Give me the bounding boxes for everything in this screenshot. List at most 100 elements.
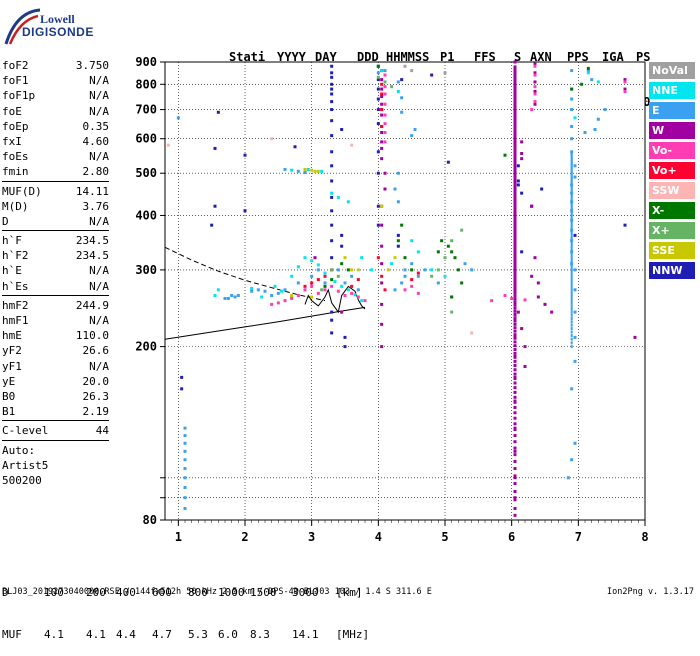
echo-trace-point — [513, 490, 517, 494]
echo-point — [533, 102, 537, 106]
param-row: B1 2.19 — [2, 404, 109, 419]
echo-trace-point — [570, 278, 573, 282]
echo-trace-point — [570, 289, 573, 293]
y-tick-label: 600 — [135, 132, 157, 146]
echo-point — [536, 295, 540, 299]
echo-trace-point — [513, 322, 517, 326]
param-row: D N/A — [2, 214, 109, 229]
param-name: foEp — [2, 119, 29, 133]
echo-trace-point — [570, 185, 573, 189]
x-tick-label: 8 — [641, 530, 648, 544]
echo-point — [380, 274, 384, 278]
echo-point — [596, 80, 600, 84]
param-value: N/A — [89, 150, 109, 164]
legend-item-x: X- — [649, 202, 695, 219]
echo-trace-point — [513, 241, 517, 245]
table-row-label: D — [2, 586, 9, 599]
echo-point — [383, 102, 387, 106]
echo-trace-point — [513, 246, 517, 250]
echo-point — [330, 108, 334, 112]
echo-trace-point — [570, 192, 573, 196]
echo-point — [513, 476, 517, 480]
x-tick-label: 1 — [175, 530, 182, 544]
echo-point — [393, 256, 397, 260]
param-value: 2.80 — [82, 165, 110, 179]
table-cell: [MHz] — [336, 628, 370, 641]
echo-trace-point — [513, 498, 517, 502]
echo-point — [446, 160, 450, 164]
echo-trace-point — [513, 329, 517, 333]
echo-point — [533, 80, 537, 84]
echo-point — [330, 268, 334, 272]
echo-trace-point — [570, 313, 573, 317]
echo-point — [330, 191, 334, 195]
echo-point — [403, 256, 407, 260]
echo-point — [380, 204, 384, 208]
param-value: 234.5 — [75, 234, 109, 248]
echo-point — [450, 239, 454, 243]
echo-point — [296, 169, 300, 173]
echo-point — [623, 87, 627, 91]
echo-point — [330, 75, 334, 79]
muf-row: MUF 4.1 4.1 4.4 4.7 5.3 6.0 8.3 14.1 [MHz] — [2, 628, 369, 642]
header-label: Stati — [229, 50, 266, 64]
echo-trace-point — [513, 319, 517, 323]
echo-point — [330, 310, 334, 314]
param-name: B1 — [2, 405, 16, 419]
echo-point — [330, 92, 334, 96]
echo-point — [533, 71, 537, 75]
table-cell: 600 — [152, 586, 172, 599]
echo-trace-point — [570, 189, 573, 193]
echo-point — [376, 64, 380, 68]
echo-trace-point — [570, 233, 573, 237]
echo-point — [290, 294, 294, 298]
echo-point — [350, 268, 354, 272]
echo-point — [356, 295, 360, 299]
echo-point — [533, 90, 537, 94]
echo-point — [216, 110, 220, 114]
echo-trace-point — [513, 309, 517, 313]
param-value: N/A — [89, 104, 109, 118]
echo-trace-point — [570, 208, 573, 212]
param-separator — [2, 230, 109, 232]
echo-point — [380, 281, 384, 285]
echo-point — [310, 295, 314, 299]
echo-point — [523, 365, 527, 369]
echo-point — [296, 281, 300, 285]
echo-point — [570, 97, 574, 101]
echo-point — [453, 256, 457, 260]
echo-trace-point — [513, 223, 517, 227]
echo-point — [413, 127, 417, 131]
auto-line: Auto: — [2, 443, 36, 457]
echo-point — [593, 127, 597, 131]
echo-point — [570, 458, 574, 462]
echo-point — [333, 280, 337, 284]
echo-point — [566, 476, 570, 480]
echo-point — [336, 268, 340, 272]
echo-trace-point — [513, 237, 517, 241]
x-tick-label: 7 — [575, 530, 582, 544]
echo-trace-point — [570, 221, 573, 225]
echo-trace-point — [570, 273, 573, 277]
echo-trace-point — [513, 405, 517, 409]
echo-point — [396, 233, 400, 237]
echo-point — [573, 268, 577, 272]
digisonde-logo-icon — [4, 8, 41, 45]
echo-trace-point — [513, 195, 517, 199]
echo-point — [443, 71, 447, 75]
profile-curve — [164, 306, 366, 340]
echo-point — [310, 274, 314, 278]
echo-trace-point — [513, 351, 517, 355]
echo-point — [533, 62, 537, 66]
header-label: FFS — [474, 50, 496, 64]
echo-trace-point — [570, 176, 573, 180]
echo-point — [410, 134, 414, 138]
echo-trace-point — [513, 422, 517, 426]
echo-trace-point — [570, 323, 573, 327]
echo-point — [376, 171, 380, 175]
echo-point — [533, 85, 537, 89]
echo-trace-point — [513, 229, 517, 233]
x-tick-label: 2 — [241, 530, 248, 544]
echo-trace-point — [570, 238, 573, 242]
echo-trace-point — [570, 317, 573, 321]
